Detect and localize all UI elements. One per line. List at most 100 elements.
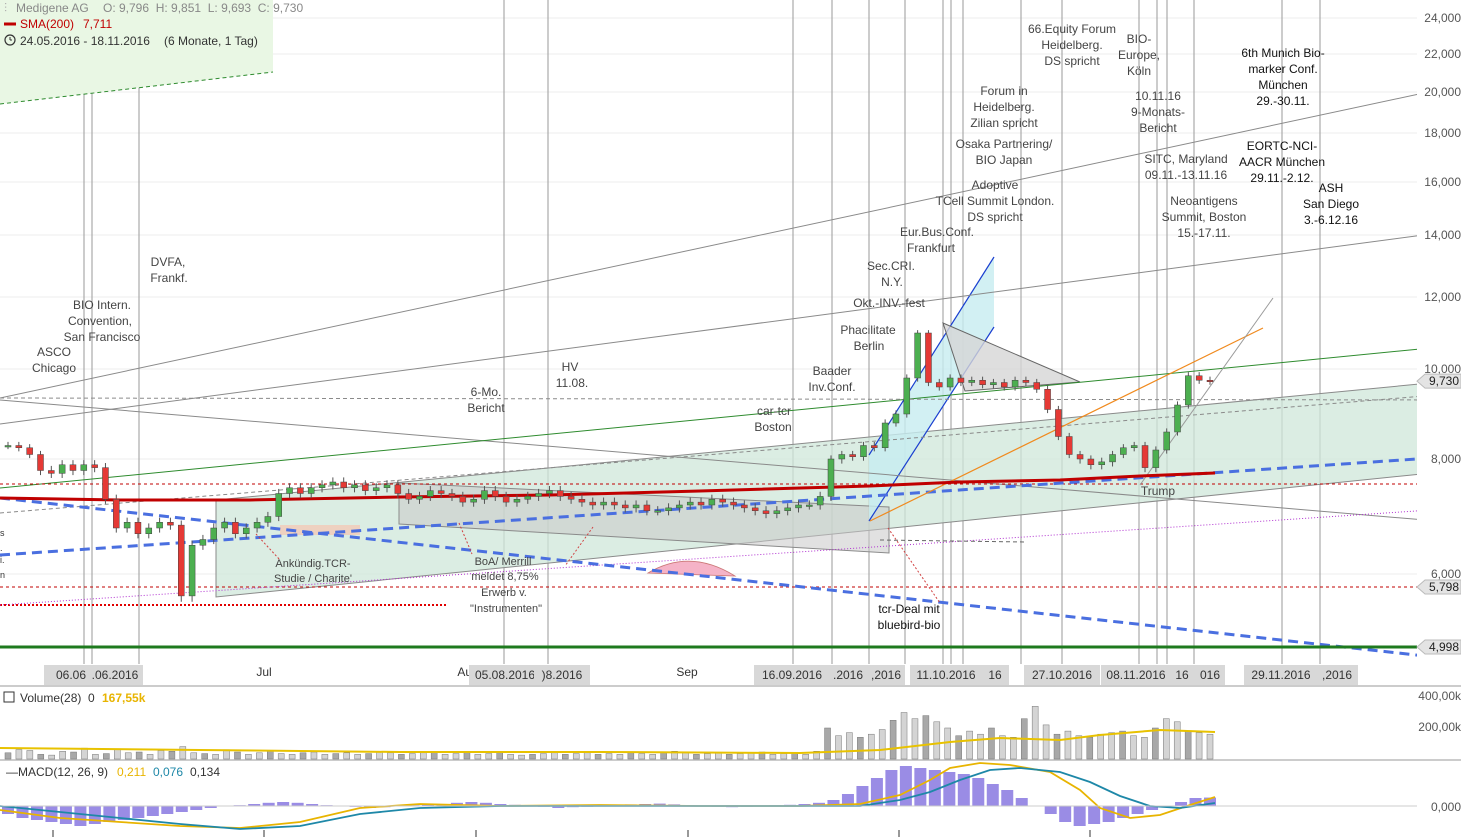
macd-line	[0, 762, 1216, 829]
candle	[69, 460, 77, 476]
candle	[1001, 378, 1008, 391]
event-annotation: 6th Munich Bio-	[1241, 46, 1324, 60]
event-annotation: meldet 8,75%	[471, 571, 538, 583]
candle	[394, 480, 402, 499]
macd-bar	[914, 768, 927, 806]
candle	[1120, 444, 1127, 459]
volume-bar	[900, 712, 908, 760]
event-annotation: Trump	[1141, 484, 1176, 498]
volume-bar	[1206, 733, 1214, 760]
volume-bar	[277, 753, 285, 760]
macd-bar	[479, 802, 492, 806]
event-annotation: BoA/ Merrill	[475, 556, 532, 568]
event-annotation: Studie / Charite'	[274, 573, 352, 585]
volume-bar	[496, 752, 503, 760]
event-annotation: Baader	[813, 364, 852, 378]
volume-bar	[715, 752, 722, 760]
macd-bar	[841, 794, 854, 806]
candle	[210, 523, 217, 545]
volume-bar	[398, 754, 405, 760]
date-tag-label: .2016	[833, 668, 863, 682]
volume-bar	[824, 727, 831, 760]
candle	[546, 486, 553, 499]
volume-bar	[911, 718, 919, 760]
macd-hist-value: 0,134	[190, 765, 220, 779]
macd-bar	[291, 802, 304, 806]
candle	[481, 486, 488, 504]
price-axis-label: 12,000	[1424, 290, 1461, 304]
candle	[892, 410, 900, 427]
candle	[502, 491, 510, 507]
volume-bar	[671, 751, 678, 760]
volume-average-value: 167,55k	[102, 691, 146, 705]
price-tag: 9,730	[1416, 373, 1461, 389]
volume-bar	[769, 754, 777, 760]
macd-bar	[957, 774, 970, 806]
candle	[91, 460, 98, 473]
price-tag-label: 4,998	[1429, 640, 1459, 654]
volume-bar	[507, 754, 514, 760]
event-annotation: DS spricht	[1044, 54, 1100, 68]
candle	[524, 491, 532, 504]
candle	[48, 465, 55, 478]
volume-label: Volume(28)	[20, 691, 81, 705]
event-annotation: Sec.CRI.	[867, 259, 915, 273]
price-axis	[1417, 0, 1461, 686]
candle	[80, 460, 88, 476]
date-tag: .2016	[826, 665, 870, 685]
candle	[470, 494, 477, 507]
volume-bar	[1053, 733, 1061, 760]
candle	[437, 486, 445, 499]
volume-bar	[1042, 724, 1050, 760]
date-tag-label: 16	[988, 668, 1002, 682]
candle	[242, 523, 250, 539]
candle	[708, 494, 716, 510]
volume-bar	[1010, 737, 1017, 760]
event-annotation: BIO Intern.	[73, 298, 131, 312]
macd-bar	[117, 806, 130, 820]
macd-label: MACD(12, 26, 9)	[18, 765, 108, 779]
candle	[632, 500, 640, 513]
candle	[957, 374, 965, 387]
volume-bar	[441, 754, 449, 760]
volume-bar	[594, 754, 602, 760]
volume-bar	[59, 751, 66, 760]
date-tag: 16	[981, 665, 1009, 685]
svg-text:s: s	[0, 528, 5, 538]
candle	[914, 330, 921, 382]
volume-bar	[736, 753, 744, 760]
volume-bar	[452, 753, 460, 760]
date-tag-label: 29.11.2016	[1251, 668, 1310, 682]
date-tag: 27.10.2016	[1024, 665, 1100, 685]
candle	[719, 494, 726, 507]
volume-bar	[835, 735, 842, 760]
sma-value: 7,711	[83, 17, 112, 31]
candle	[578, 494, 586, 507]
event-annotation: car-tcr	[757, 404, 791, 418]
price-axis-label: 20,000	[1424, 85, 1461, 99]
event-annotation: DS spricht	[967, 210, 1023, 224]
volume-bar	[1173, 721, 1181, 760]
candle	[849, 450, 856, 461]
candle	[178, 520, 185, 602]
macd-bar	[943, 772, 956, 806]
event-annotation: Heidelberg.	[1041, 38, 1102, 52]
date-tag: 16	[1168, 665, 1196, 685]
candle	[372, 483, 380, 496]
candle	[697, 497, 705, 510]
event-annotation: TCell Summit London.	[936, 194, 1055, 208]
date-tag-label: 016	[1200, 668, 1220, 682]
volume-bar	[354, 754, 361, 760]
candle	[286, 483, 293, 499]
candle	[1109, 450, 1116, 467]
volume-bar	[518, 754, 525, 760]
volume-bar	[572, 753, 580, 760]
candle	[1011, 376, 1019, 391]
candle	[827, 455, 835, 501]
volume-bar	[562, 754, 569, 760]
candle	[1076, 450, 1084, 464]
volume-bar	[977, 733, 984, 760]
event-annotation: 6-Mo.	[471, 385, 502, 399]
candle	[329, 477, 337, 490]
